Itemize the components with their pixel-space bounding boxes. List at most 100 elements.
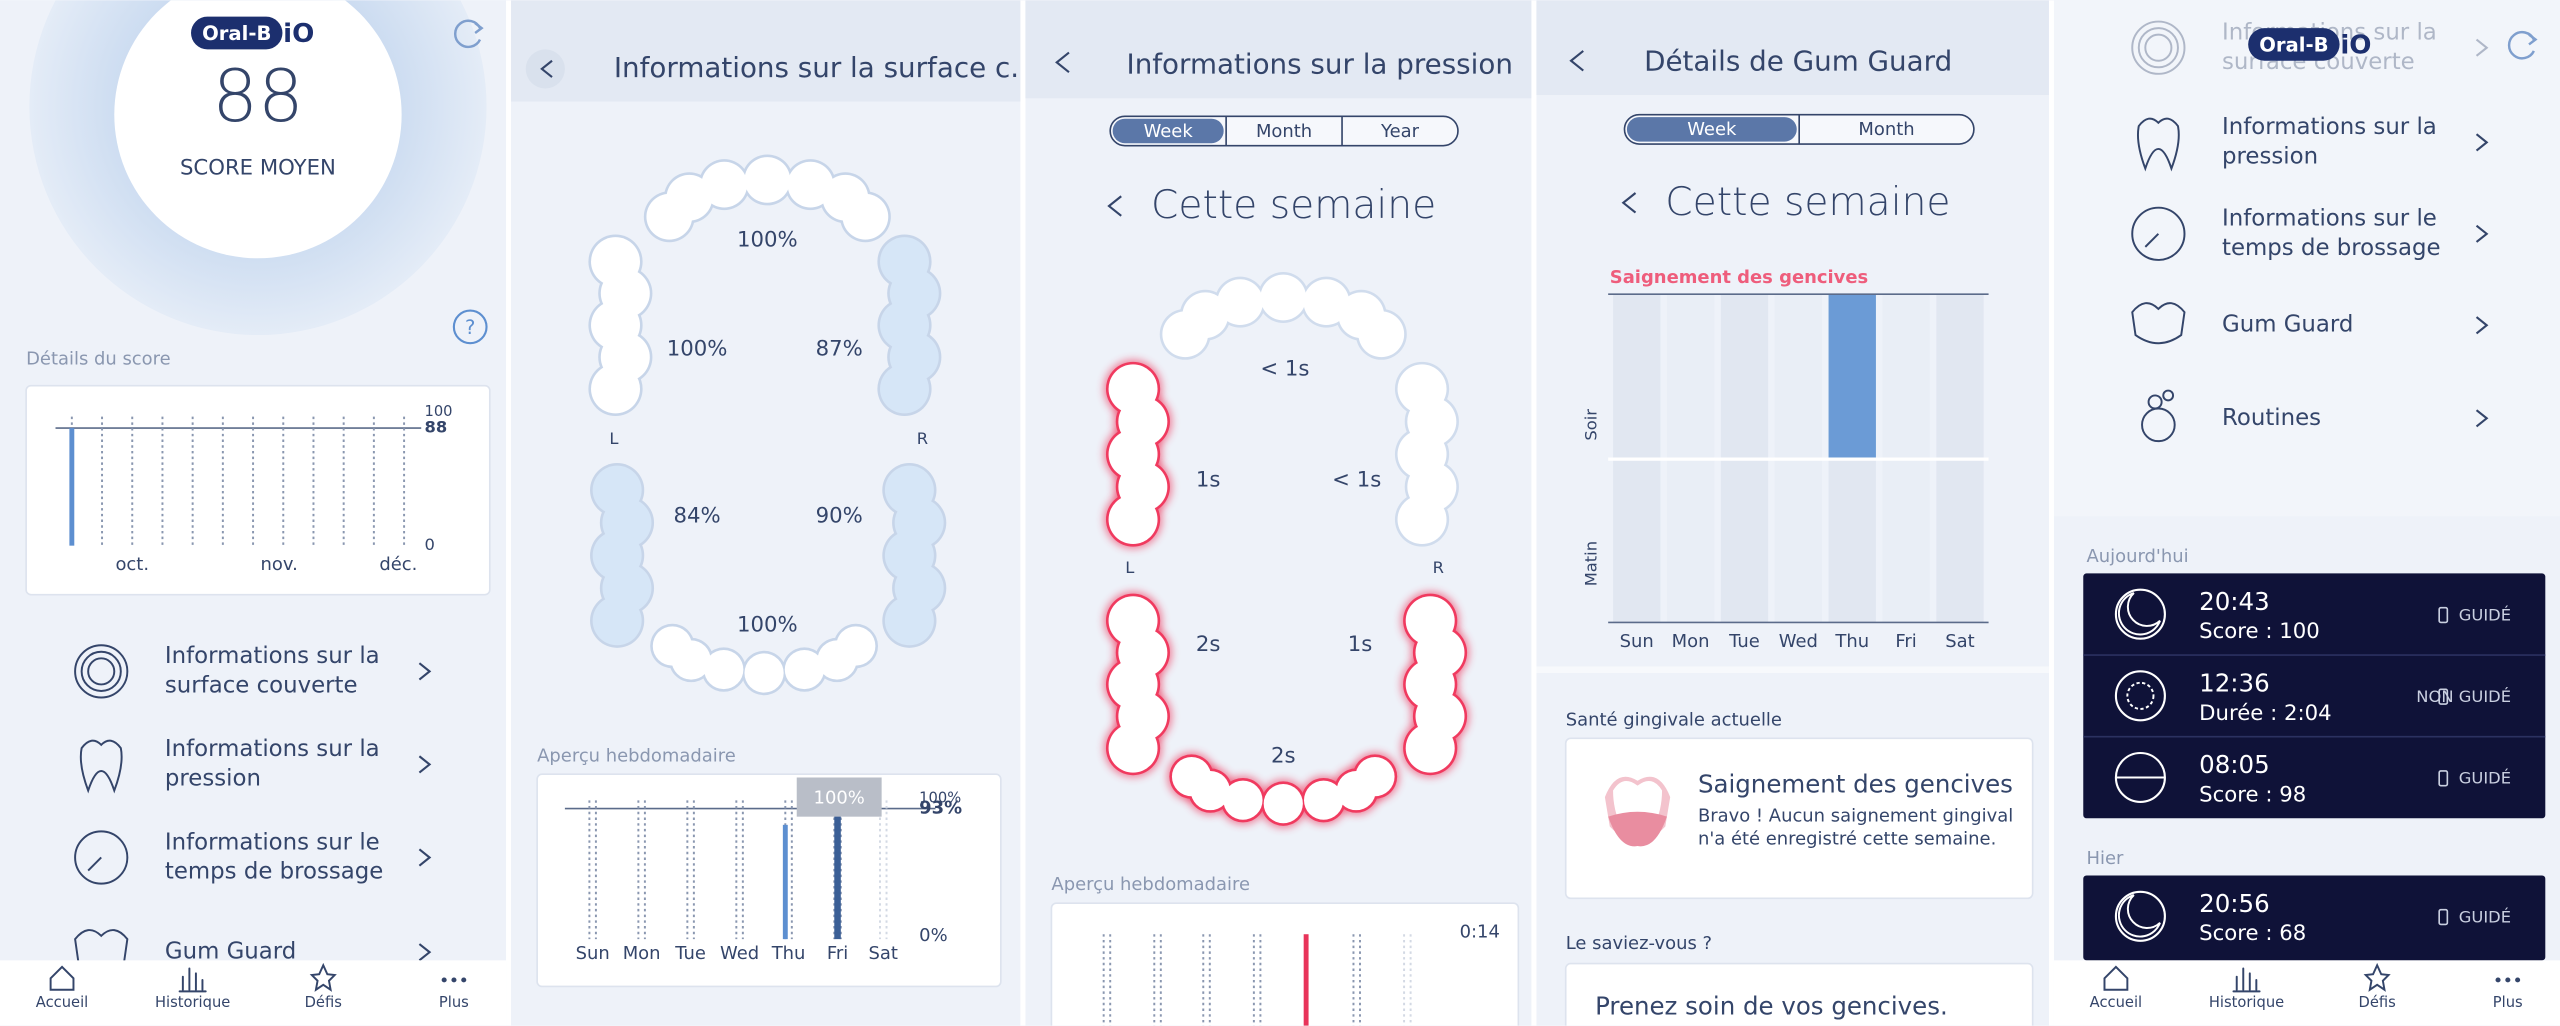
nav-label[interactable]: Plus (439, 994, 469, 1011)
zone-label: 90% (816, 503, 863, 528)
menu-item-label: temps de brossage (2222, 235, 2440, 261)
refresh-icon[interactable] (453, 19, 482, 49)
icon-routine (2162, 389, 2175, 402)
nav-bar (0, 960, 507, 1026)
score-value: 88 (212, 54, 303, 138)
tooth-upper-front (666, 174, 713, 221)
icon-routine (2147, 394, 2163, 410)
nav-label[interactable]: Accueil (2090, 994, 2142, 1011)
nav-label[interactable]: Historique (155, 994, 230, 1011)
tab-label[interactable]: Month (1256, 121, 1312, 142)
sessions-card[interactable] (2083, 875, 2546, 961)
score-card (25, 384, 491, 596)
day-label: Wed (1779, 631, 1818, 652)
nav-icon[interactable] (49, 965, 75, 991)
weekly-card (1050, 902, 1520, 1026)
sessions-card[interactable] (2083, 573, 2546, 819)
section-title: Détails du score (26, 349, 171, 370)
zone-label: 100% (667, 337, 728, 362)
bleeding-bar (1828, 294, 1876, 458)
refresh-icon[interactable] (2507, 30, 2535, 60)
pressure-screen: Informations sur la pression Week Month Yea… (1025, 0, 1532, 1026)
tooth-lower-front (1171, 757, 1212, 797)
mode-icon (2438, 606, 2449, 624)
y-label-top: 100% (919, 790, 961, 807)
nav-bar (2053, 960, 2560, 1026)
nav-icon[interactable] (178, 967, 207, 993)
side-label: L (609, 429, 618, 448)
weekly-card (536, 773, 1002, 988)
nav-label[interactable]: Accueil (36, 994, 88, 1011)
chevron (2475, 409, 2489, 428)
section-title: Aperçu hebdomadaire (1051, 874, 1250, 895)
icon-clock-hand (87, 856, 102, 872)
menu-item-label: Informations sur le (165, 829, 380, 855)
help-button[interactable] (452, 309, 488, 345)
day-label: Sat (1945, 631, 1974, 652)
session-detail: Score : 68 (2199, 921, 2306, 946)
nav-icon[interactable] (2363, 962, 2391, 992)
tooth-lower-front (1223, 780, 1263, 820)
icon-clock (2131, 206, 2186, 261)
back-button[interactable] (525, 49, 565, 89)
refresh-arrow (474, 22, 484, 34)
y-label-bottom: 0 (424, 535, 434, 554)
chevron (418, 662, 432, 681)
session-detail: Durée : 2:04 (2199, 701, 2331, 726)
period-label: Cette semaine (1665, 180, 1950, 225)
tooth-lower-front (1303, 780, 1344, 820)
nav-label[interactable]: Défis (2359, 994, 2396, 1011)
section-title: Aujourd'hui (2087, 546, 2189, 567)
menu-item-label: surface couverte (165, 673, 358, 699)
logo: Oral-B (2259, 34, 2328, 57)
menu-item-label: Routines (2222, 405, 2321, 431)
nav-label[interactable]: Défis (305, 994, 342, 1011)
icon-clock (74, 830, 129, 885)
bg (1025, 0, 1532, 1026)
zone-label: 100% (737, 227, 798, 252)
side-label: L (1125, 558, 1134, 577)
tab-label[interactable]: Week (1687, 119, 1737, 140)
nav-icon[interactable] (2103, 965, 2129, 991)
tip-text: Prenez soin de vos gencives. (1595, 992, 1948, 1021)
session-detail: Score : 98 (2199, 782, 2306, 807)
session-mode: GUIDÉ (2459, 907, 2511, 926)
session-time: 20:56 (2199, 889, 2270, 918)
icon-surface (2131, 20, 2186, 75)
icon-tooth (2136, 117, 2180, 172)
section-title: Le saviez-vous ? (1566, 933, 1712, 954)
y-label-current: 93% (919, 798, 962, 819)
tooth-lower-left (592, 596, 642, 646)
tab-label[interactable]: Week (1144, 121, 1194, 142)
day-bar (834, 811, 841, 940)
menu-item-label: Informations sur la (2222, 114, 2437, 140)
day-label: Wed (720, 943, 759, 964)
nav-label[interactable]: Plus (2493, 994, 2523, 1011)
tooth-lower-front (704, 649, 744, 690)
header-bar (511, 0, 1021, 102)
icon-surface (2137, 27, 2179, 69)
refresh-arrow (2528, 33, 2538, 46)
tooth-upper-left (1108, 495, 1158, 545)
score-circle (114, 0, 402, 259)
icon-surface (74, 644, 129, 699)
tab-label[interactable]: Month (1858, 119, 1914, 140)
tab-label[interactable]: Year (1380, 121, 1420, 142)
tooth-upper-front (1260, 274, 1307, 321)
chart-title: Saignement des gencives (1610, 267, 1868, 288)
section-title: Hier (2087, 848, 2125, 869)
logo-pill (2248, 28, 2340, 61)
help-label: ? (465, 316, 475, 339)
menu-item-label: temps de brossage (165, 859, 383, 885)
nav-icon[interactable] (309, 962, 337, 992)
icon-surface (87, 657, 116, 686)
nav-label[interactable]: Historique (2209, 994, 2284, 1011)
month-label: nov. (261, 554, 298, 575)
zone-label: 1s (1348, 632, 1373, 657)
y-label-current: 88 (424, 418, 447, 437)
tooth-upper-front (744, 157, 791, 203)
session-sun (2126, 681, 2155, 710)
chevron (1055, 51, 1070, 74)
nav-icon[interactable] (2232, 967, 2261, 993)
